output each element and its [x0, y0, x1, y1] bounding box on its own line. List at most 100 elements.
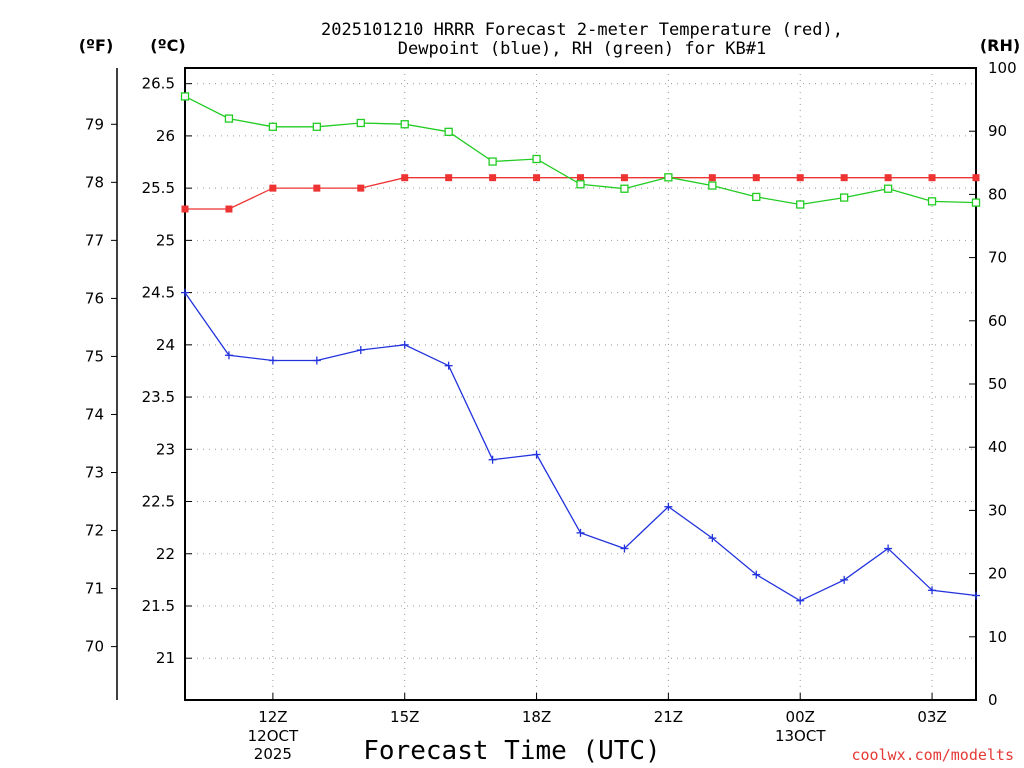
- dewpoint-point: [752, 570, 761, 579]
- series: [180, 92, 981, 605]
- rh-tick-label: 30: [988, 501, 1007, 519]
- x-tick-date: 12OCT: [248, 727, 299, 745]
- dewpoint-point: [928, 586, 937, 595]
- dewpoint-point: [400, 340, 409, 349]
- chart-title: 2025101210 HRRR Forecast 2-meter Tempera…: [321, 20, 843, 40]
- rh-tick-label: 20: [988, 565, 1007, 583]
- fahrenheit-tick-label: 72: [85, 522, 104, 540]
- rh-point: [312, 122, 321, 131]
- temperature-point: [357, 184, 365, 192]
- temperature-point: [884, 174, 892, 182]
- dewpoint-point: [224, 351, 233, 360]
- dewpoint-point: [312, 356, 321, 365]
- rh-point: [971, 198, 981, 207]
- dewpoint-point: [444, 361, 453, 370]
- rh-point: [840, 193, 849, 202]
- rh-point: [752, 192, 761, 202]
- axis-ticks: 21 21.5 22 22.5 23 23.5 24 24.5 25 25.5 26 26.5 70 71…: [85, 59, 1017, 763]
- x-tick-date: 13OCT: [775, 727, 826, 745]
- dewpoint-point: [972, 591, 980, 600]
- rh-point: [268, 122, 278, 131]
- dewpoint-point: [840, 575, 849, 584]
- celsius-tick-label: 25: [156, 231, 175, 249]
- celsius-tick-label: 24.5: [142, 284, 175, 302]
- fahrenheit-tick-label: 76: [85, 289, 104, 307]
- rh-unit-label: (RH): [980, 36, 1020, 55]
- x-tick-label: 03Z: [917, 708, 946, 726]
- rh-point: [883, 184, 893, 193]
- x-tick-label: 00Z: [786, 708, 815, 726]
- rh-tick-label: 50: [988, 375, 1007, 393]
- temperature-point: [752, 174, 760, 182]
- x-axis-title: Forecast Time (UTC): [363, 736, 660, 766]
- temperature-point: [972, 174, 980, 182]
- temperature-point: [928, 174, 936, 182]
- x-tick-label: 18Z: [522, 708, 551, 726]
- fahrenheit-tick-label: 77: [85, 231, 104, 249]
- dewpoint-point: [532, 450, 541, 459]
- temperature-point: [401, 174, 409, 182]
- fahrenheit-tick-label: 75: [85, 347, 104, 365]
- celsius-tick-label: 26: [156, 127, 175, 145]
- celsius-tick-label: 26.5: [142, 75, 175, 93]
- temperature-point: [620, 174, 628, 182]
- temperature-point: [533, 174, 541, 182]
- dewpoint-point: [268, 356, 277, 365]
- rh-point: [180, 92, 190, 101]
- fahrenheit-tick-label: 71: [85, 580, 104, 598]
- rh-tick-label: 90: [988, 122, 1007, 140]
- dewpoint-point: [796, 596, 805, 605]
- celsius-tick-label: 25.5: [142, 179, 175, 197]
- dewpoint-point: [708, 534, 717, 543]
- temperature-point: [445, 174, 453, 182]
- rh-point: [664, 173, 673, 182]
- rh-point: [488, 157, 497, 166]
- rh-point: [620, 184, 629, 193]
- rh-tick-label: 80: [988, 185, 1007, 203]
- x-tick-label: 12Z: [258, 708, 287, 726]
- celsius-tick-label: 22: [156, 545, 175, 563]
- x-tick-year: 2025: [254, 745, 292, 763]
- rh-point: [532, 154, 541, 164]
- temperature-point: [840, 174, 848, 182]
- grid: [185, 68, 976, 700]
- celsius-tick-label: 21: [156, 649, 175, 667]
- temperature-point: [796, 174, 804, 182]
- rh-tick-label: 0: [988, 691, 998, 709]
- temperature-point: [708, 174, 716, 182]
- dewpoint-point: [181, 288, 189, 297]
- rh-point: [224, 114, 234, 123]
- plot-frame: [184, 67, 977, 701]
- rh-point: [796, 200, 805, 209]
- temperature-point: [269, 184, 277, 192]
- celsius-tick-label: 23.5: [142, 388, 175, 406]
- rh-point: [576, 180, 585, 189]
- rh-point: [400, 120, 409, 129]
- temperature-point: [225, 205, 233, 213]
- x-tick-label: 21Z: [654, 708, 683, 726]
- rh-point: [356, 118, 365, 128]
- rh-tick-label: 70: [988, 249, 1007, 267]
- temperature-point: [181, 205, 189, 213]
- fahrenheit-tick-label: 70: [85, 638, 104, 656]
- rh-point: [444, 127, 453, 136]
- fahrenheit-tick-label: 79: [85, 115, 104, 133]
- dewpoint-point: [620, 544, 629, 553]
- credit-link[interactable]: coolwx.com/modelts: [851, 746, 1014, 764]
- fahrenheit-unit-label: (ºF): [79, 36, 114, 55]
- celsius-tick-label: 22.5: [142, 493, 175, 511]
- chart-subtitle: Dewpoint (blue), RH (green) for KB#1: [398, 39, 766, 59]
- temperature-point: [577, 174, 584, 182]
- temperature-point: [313, 184, 321, 192]
- dewpoint-line: [184, 292, 977, 602]
- rh-point: [927, 197, 937, 206]
- dewpoint-point: [576, 528, 585, 537]
- rh-tick-label: 10: [988, 628, 1007, 646]
- celsius-tick-label: 21.5: [142, 597, 175, 615]
- celsius-unit-label: (ºC): [150, 36, 185, 55]
- celsius-tick-label: 24: [156, 336, 175, 354]
- dewpoint-point: [884, 544, 893, 553]
- rh-tick-label: 40: [988, 438, 1007, 456]
- celsius-tick-label: 23: [156, 440, 175, 458]
